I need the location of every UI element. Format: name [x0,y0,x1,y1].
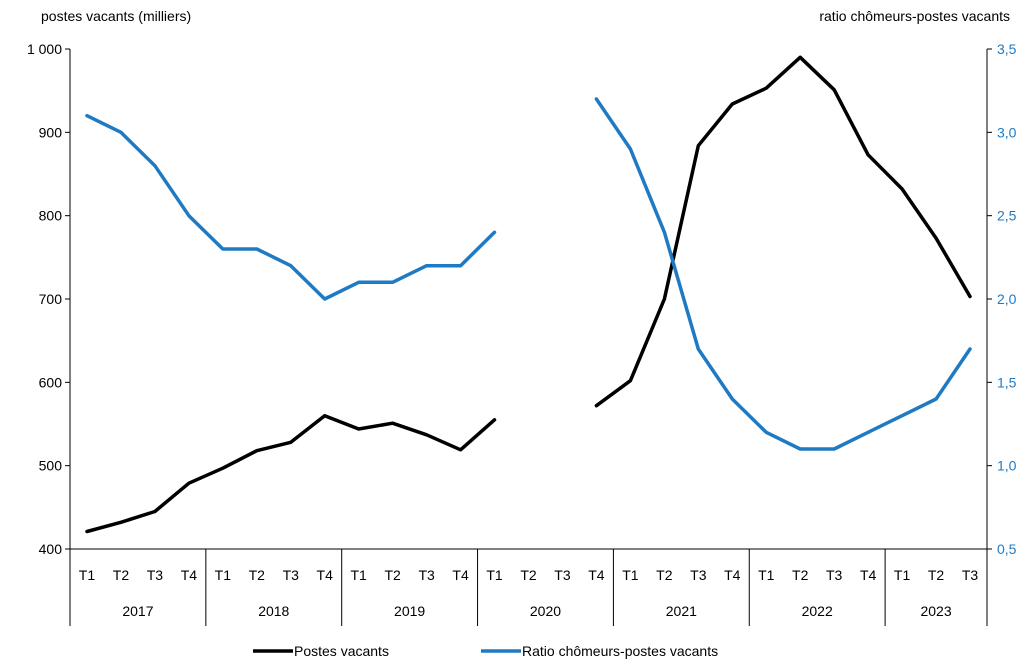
quarter-label: T4 [181,567,198,583]
quarter-label: T3 [418,567,435,583]
right-tick-label: 1,0 [997,458,1017,474]
year-label: 2023 [920,603,951,619]
x-axis: T1 T2 T3 T4 T1 T2 T3 T4 T1 T2 T3 T4 T1 T2 T3 T4 T1 T2 T3 T4… [69,549,988,626]
series-line [85,113,497,301]
quarter-label: T3 [554,567,571,583]
left-tick-label: 500 [39,458,63,474]
right-tick-label: 2,5 [997,208,1017,224]
left-tick-label: 400 [39,541,63,557]
quarter-label: T3 [826,567,843,583]
quarter-label: T1 [894,567,911,583]
right-tick-label: 1,5 [997,374,1017,390]
left-tick-label: 600 [39,374,63,390]
series-layer [85,55,972,534]
quarter-label: T3 [283,567,300,583]
quarter-label: T2 [928,567,945,583]
quarter-label: T3 [690,567,707,583]
series-ratio [85,97,972,451]
series-line [85,413,497,534]
quarter-label: T2 [792,567,809,583]
quarter-label: T4 [588,567,605,583]
right-tick-label: 2,0 [997,291,1017,307]
quarter-label: T1 [79,567,96,583]
series-line [594,97,972,451]
quarter-label: T1 [486,567,503,583]
right-axis-ticks: 0,5 1,0 1,5 2,0 2,5 3,0 3,5 [987,41,1017,557]
legend-label-ratio: Ratio chômeurs-postes vacants [522,643,718,659]
right-tick-label: 3,5 [997,41,1017,57]
quarter-label: T2 [113,567,130,583]
quarter-label: T1 [758,567,775,583]
series-postes-vacants [85,55,972,534]
quarter-label: T4 [724,567,741,583]
year-label: 2019 [394,603,425,619]
quarter-label: T3 [962,567,979,583]
quarter-label: T1 [351,567,368,583]
quarter-label: T2 [249,567,266,583]
right-tick-label: 0,5 [997,541,1017,557]
year-label: 2022 [802,603,833,619]
quarter-label: T3 [147,567,164,583]
legend: Postes vacants Ratio chômeurs-postes vac… [253,643,718,659]
right-axis-label: ratio chômeurs-postes vacants [819,8,1010,24]
left-tick-label: 900 [39,124,63,140]
quarter-label: T1 [215,567,232,583]
quarter-label: T2 [520,567,537,583]
left-tick-label: 1 000 [27,41,62,57]
quarter-label: T2 [384,567,401,583]
quarter-label: T4 [860,567,877,583]
quarter-label: T1 [622,567,639,583]
legend-label-postes-vacants: Postes vacants [294,643,389,659]
quarter-label: T2 [656,567,673,583]
year-label: 2017 [122,603,153,619]
year-label: 2018 [258,603,289,619]
left-tick-label: 800 [39,208,63,224]
series-line [594,55,972,408]
left-axis-label: postes vacants (milliers) [41,8,191,24]
year-label: 2021 [666,603,697,619]
right-tick-label: 3,0 [997,124,1017,140]
left-axis-ticks: 400 500 600 700 800 900 1 000 [27,41,70,557]
left-tick-label: 700 [39,291,63,307]
quarter-label: T4 [317,567,334,583]
quarter-label: T4 [452,567,469,583]
year-label: 2020 [530,603,561,619]
